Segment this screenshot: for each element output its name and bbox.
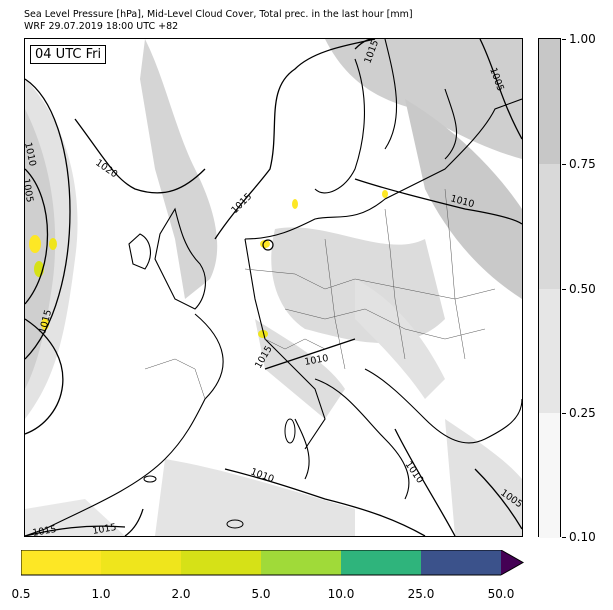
colorbar-tick: [562, 289, 566, 290]
weather-map: 1010 1005 1020 1015 1015 1015 1010 1010 …: [24, 38, 523, 537]
isobar-label: 1020: [93, 157, 119, 180]
coastlines: [25, 39, 522, 536]
chart-title: Sea Level Pressure [hPa], Mid-Level Clou…: [24, 9, 413, 20]
colorbar-label: 0.50: [569, 282, 596, 296]
colorbar-segment: [261, 550, 341, 575]
colorbar-label: 1.0: [91, 587, 111, 601]
colorbar-label: 1.00: [569, 32, 596, 46]
colorbar-label: 50.0: [487, 587, 515, 601]
cloud-cover-layer: [25, 39, 522, 536]
isobar-label: 1005: [25, 178, 35, 204]
colorbar-tick: [562, 413, 566, 414]
colorbar-label: 0.75: [569, 157, 596, 171]
cloud-cover-colorbar: 1.00 0.75 0.50 0.25 0.10: [538, 33, 596, 543]
colorbar-segment: [539, 164, 560, 289]
colorbar-segment: [539, 289, 560, 413]
precip-colorbar-svg: [21, 550, 525, 576]
time-label: 04 UTC Fri: [30, 45, 107, 64]
colorbar-segment: [539, 39, 560, 164]
chart-subtitle: WRF 29.07.2019 18:00 UTC +82: [24, 21, 179, 32]
isobar-label: 1010: [304, 353, 330, 368]
isobar-label: 1015: [92, 522, 118, 536]
precipitation-layer: [29, 190, 388, 338]
colorbar-segment: [421, 550, 501, 575]
isobar-label: 1015: [32, 524, 58, 536]
map-canvas: 1010 1005 1020 1015 1015 1015 1010 1010 …: [25, 39, 522, 536]
colorbar-label: 5.0: [251, 587, 271, 601]
isobar-label: 1010: [403, 459, 426, 485]
isobar-label: 1010: [25, 141, 38, 167]
isobars: [25, 39, 522, 536]
colorbar-segment: [539, 413, 560, 538]
colorbar-label: 0.25: [569, 406, 596, 420]
colorbar-segment: [341, 550, 421, 575]
colorbar-tick: [562, 39, 566, 40]
colorbar-label: 0.5: [11, 587, 31, 601]
colorbar-tick: [562, 164, 566, 165]
colorbar-segment: [21, 550, 101, 575]
colorbar-label: 25.0: [407, 587, 435, 601]
colorbar-segment: [101, 550, 181, 575]
colorbar-label: 10.0: [327, 587, 355, 601]
precip-colorbar: [21, 550, 525, 576]
colorbar-segment: [181, 550, 261, 575]
colorbar-label: 2.0: [171, 587, 191, 601]
colorbar-tick: [562, 537, 566, 538]
colorbar-extend-arrow: [501, 550, 523, 575]
isobar-label: 1015: [229, 191, 254, 216]
colorbar-label: 0.10: [569, 530, 596, 544]
